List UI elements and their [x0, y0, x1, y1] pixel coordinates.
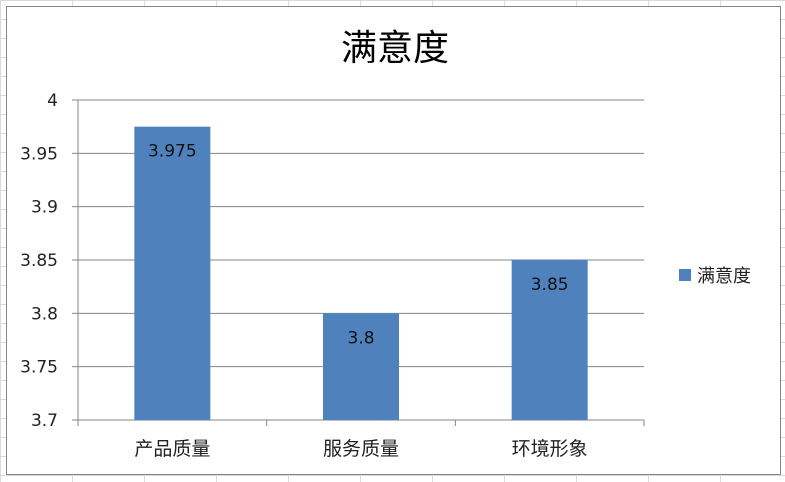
- data-label: 3.975: [148, 142, 197, 162]
- bar: [323, 313, 399, 420]
- y-tick-label: 3.95: [20, 144, 58, 164]
- y-tick-label: 3.9: [31, 198, 58, 218]
- axes: 3.7 3.75 3.8 3.85 3.9 3.95 4 产品质量 服务质量 环境形象: [20, 91, 645, 460]
- y-tick-label: 3.75: [20, 358, 58, 378]
- y-tick-label: 4: [47, 91, 58, 111]
- x-tick-label: 产品质量: [134, 438, 210, 460]
- chart-title: 满意度: [341, 28, 449, 69]
- legend-label: 满意度: [697, 266, 751, 287]
- legend-swatch: [679, 269, 691, 281]
- bar: [511, 260, 588, 420]
- y-tick-label: 3.7: [31, 411, 58, 431]
- bar: [134, 126, 211, 421]
- data-labels: 3.975 3.8 3.85: [148, 142, 569, 349]
- data-label: 3.85: [531, 275, 569, 295]
- y-tick-label: 3.85: [20, 251, 58, 271]
- y-tick-label: 3.8: [31, 304, 58, 324]
- bars: [134, 126, 588, 421]
- x-tick-label: 服务质量: [323, 438, 399, 460]
- x-tick-label: 环境形象: [512, 438, 588, 460]
- legend: 满意度: [679, 262, 751, 288]
- data-label: 3.8: [347, 328, 374, 348]
